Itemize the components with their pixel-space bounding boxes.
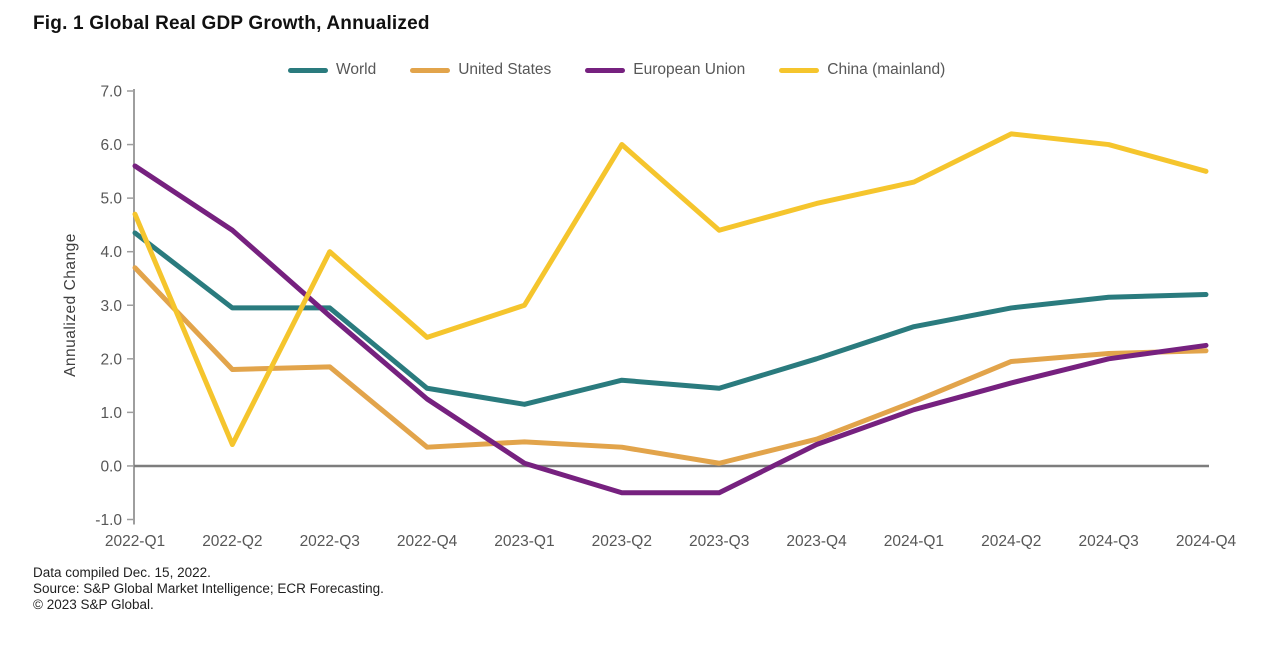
chart-line-european-union [132,163,1209,496]
y-tick-label: 1.0 [100,405,122,422]
y-tick-label: 6.0 [100,137,122,154]
x-tick-label: 2022-Q4 [397,533,458,550]
chart-line-world [132,230,1209,407]
legend-label: World [336,61,377,78]
legend-item-world: World [288,61,376,79]
legend: World United States European Union China (m… [288,61,945,79]
source-note-line: Source: S&P Global Market Intelligence; … [33,581,384,596]
legend-swatch-european-union [585,67,626,73]
legend-item-european-union: European Union [585,61,745,79]
x-tick-label: 2023-Q4 [786,533,847,550]
legend-swatch-united-states [410,67,451,73]
x-tick-label: 2024-Q1 [884,533,944,550]
chart-line-united-states [132,265,1209,466]
x-tick-label: 2023-Q2 [592,533,652,550]
y-tick-label: -1.0 [95,512,122,529]
y-tick-label: 5.0 [100,191,122,208]
y-tick-label: 4.0 [100,244,122,261]
legend-item-china-mainland: China (mainland) [779,61,945,79]
x-tick-label: 2024-Q3 [1078,533,1138,550]
y-tick-label: 2.0 [100,351,122,368]
source-note: Data compiled Dec. 15, 2022. Source: S&P… [33,565,384,613]
y-tick-label: 0.0 [100,458,122,475]
x-tick-label: 2024-Q4 [1176,533,1237,550]
x-tick-label: 2023-Q1 [494,533,554,550]
x-tick-label: 2023-Q3 [689,533,749,550]
y-tick-label: 3.0 [100,298,122,315]
x-tick-label: 2022-Q1 [105,533,165,550]
chart-line-china-mainland [132,131,1209,448]
legend-label: United States [458,61,552,78]
data-compiled-note: Data compiled Dec. 15, 2022. [33,565,211,580]
legend-label: China (mainland) [827,61,946,78]
legend-item-united-states: United States [410,61,551,79]
x-tick-label: 2022-Q3 [300,533,360,550]
x-tick-label: 2022-Q2 [202,533,262,550]
x-tick-label: 2024-Q2 [981,533,1041,550]
figure-title: Fig. 1 Global Real GDP Growth, Annualize… [33,13,430,34]
copyright-note: © 2023 S&P Global. [33,597,154,612]
legend-swatch-world [288,67,328,73]
legend-label: European Union [633,61,746,78]
y-tick-label: 7.0 [100,84,122,101]
legend-swatch-china-mainland [779,67,820,73]
